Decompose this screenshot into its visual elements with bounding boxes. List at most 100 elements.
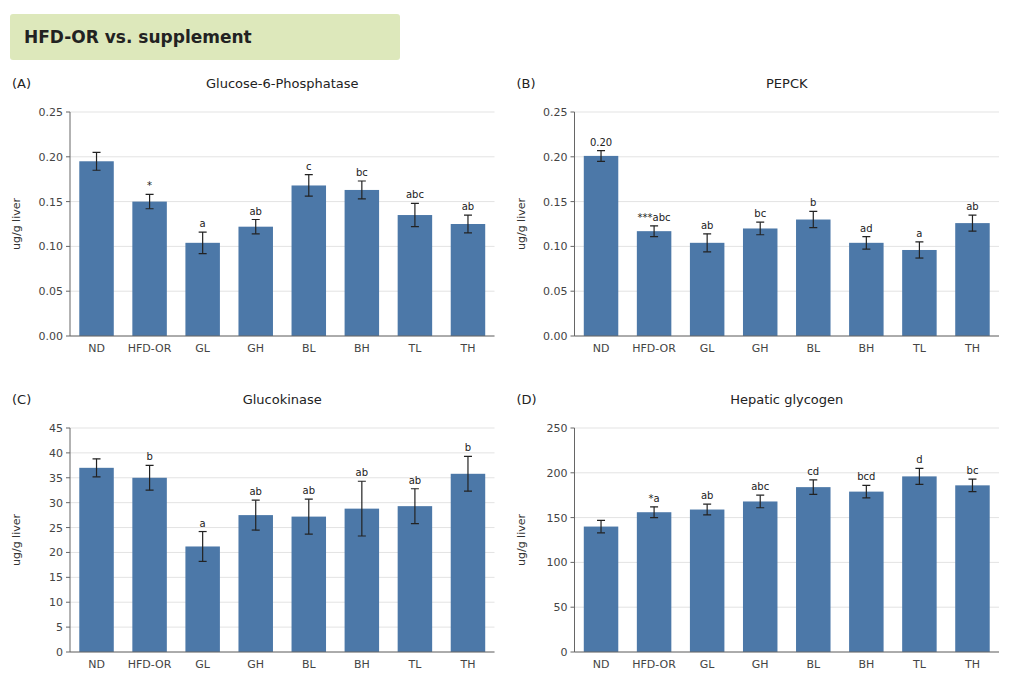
y-tick-label: 100 — [547, 556, 568, 569]
error-bar-cap — [358, 481, 366, 482]
error-bar-cap — [703, 504, 711, 505]
bar — [292, 185, 326, 336]
bar — [796, 487, 830, 652]
error-bar-line — [972, 215, 973, 231]
error-bar-cap — [756, 495, 764, 496]
panel: 051015202530354045baababababbNDHFD-ORGLG… — [10, 392, 495, 671]
error-bar-cap — [252, 500, 260, 501]
y-tick — [66, 336, 70, 337]
x-tick-label: GH — [247, 342, 264, 355]
bar — [584, 156, 618, 336]
annotation: bc — [967, 465, 979, 476]
y-tick — [571, 607, 575, 608]
error-bar-line — [467, 456, 468, 491]
error-bar-cap — [305, 174, 313, 175]
annotation: ab — [356, 467, 368, 478]
x-tick-label: GH — [752, 658, 769, 671]
bar — [955, 485, 989, 652]
error-bar-cap — [809, 494, 817, 495]
error-bar — [146, 194, 154, 208]
error-bar — [809, 480, 817, 494]
background — [0, 0, 1019, 696]
bar — [637, 231, 671, 336]
bar — [398, 506, 432, 652]
bar — [955, 223, 989, 336]
y-tick — [66, 156, 70, 157]
y-tick — [571, 156, 575, 157]
y-tick — [66, 291, 70, 292]
marks — [584, 151, 990, 336]
x-axis — [70, 652, 495, 653]
error-bar-cap — [464, 491, 472, 492]
error-bar-line — [813, 480, 814, 494]
x-tick-label: ND — [88, 342, 105, 355]
bar — [584, 527, 618, 652]
x-tick-label: HFD-OR — [632, 658, 676, 671]
x-tick-label: TL — [407, 658, 422, 671]
grid-line — [70, 112, 495, 113]
annotation: 0.20 — [590, 137, 612, 148]
error-bar-cap — [968, 214, 976, 215]
y-tick-label: 50 — [554, 601, 568, 614]
error-bar — [305, 175, 313, 197]
error-bar-line — [414, 203, 415, 226]
x-tick-label: TL — [912, 342, 927, 355]
x-tick-label: BH — [354, 658, 370, 671]
error-bar-line — [202, 532, 203, 562]
bar — [398, 215, 432, 336]
error-bar-cap — [252, 233, 260, 234]
bar — [690, 243, 724, 336]
annotation: ab — [462, 201, 474, 212]
error-bar-cap — [862, 248, 870, 249]
annotation: b — [810, 197, 816, 208]
error-bar — [756, 495, 764, 508]
x-axis — [70, 336, 495, 337]
error-bar-cap — [650, 506, 658, 507]
y-tick — [571, 336, 575, 337]
y-tick-label: 0 — [56, 646, 63, 659]
bar — [796, 220, 830, 336]
annotation: ad — [860, 223, 872, 234]
x-tick-label: BL — [302, 342, 317, 355]
error-bar-cap — [756, 507, 764, 508]
error-bar-cap — [915, 257, 923, 258]
y-tick-label: 0.10 — [543, 240, 568, 253]
error-bar — [464, 456, 472, 491]
y-tick — [571, 246, 575, 247]
y-tick — [571, 472, 575, 473]
x-tick-label: TH — [459, 342, 475, 355]
x-tick-label: ND — [88, 658, 105, 671]
annotation: abc — [406, 189, 424, 200]
marks — [79, 456, 485, 652]
y-tick-label: 0.20 — [543, 151, 568, 164]
error-bar-line — [361, 181, 362, 199]
error-bar — [650, 507, 658, 518]
y-axis — [574, 428, 575, 652]
bar — [451, 474, 485, 652]
error-bar-cap — [915, 241, 923, 242]
bar — [637, 512, 671, 652]
error-bar — [199, 532, 207, 562]
error-bar — [411, 489, 419, 524]
annotation: a — [200, 218, 206, 229]
annotation: bcd — [857, 471, 875, 482]
bar — [849, 243, 883, 336]
error-bar-cap — [199, 231, 207, 232]
error-bar-cap — [809, 211, 817, 212]
grid-line — [70, 452, 495, 453]
error-bar-cap — [358, 180, 366, 181]
annotation: bc — [754, 208, 766, 219]
y-tick-label: 0.20 — [39, 151, 64, 164]
annotation: c — [306, 161, 312, 172]
annotation: * — [147, 180, 152, 191]
annotation: b — [146, 451, 152, 462]
error-bar-cap — [93, 152, 101, 153]
y-tick-label: 200 — [547, 467, 568, 480]
error-bar — [968, 215, 976, 231]
error-bar-line — [361, 481, 362, 536]
error-bar-cap — [968, 491, 976, 492]
error-bar — [597, 520, 605, 533]
annotation: ab — [966, 201, 978, 212]
error-bar-line — [202, 232, 203, 254]
error-bar-line — [760, 222, 761, 235]
